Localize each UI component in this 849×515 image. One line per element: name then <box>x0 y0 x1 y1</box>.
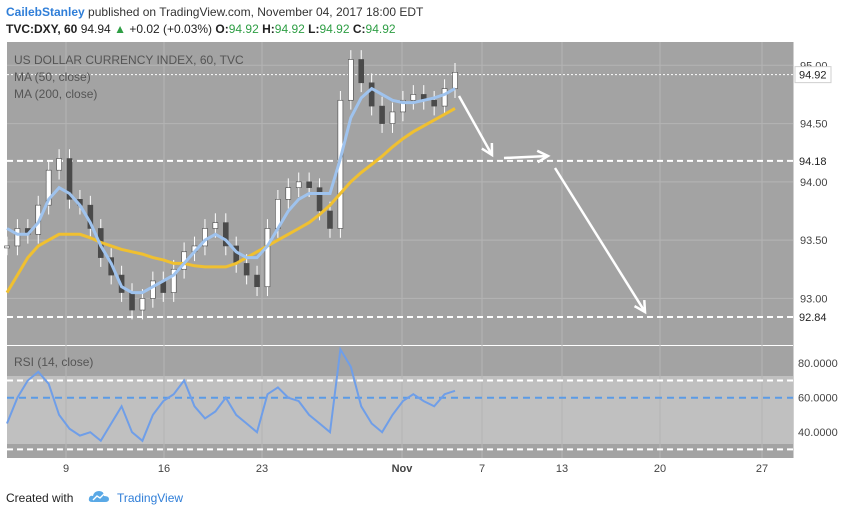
low-label: L: <box>308 22 320 36</box>
candle-body <box>379 105 385 124</box>
candle-body <box>150 280 156 299</box>
candle-body <box>14 228 21 247</box>
tradingview-brand-link[interactable]: TradingView <box>117 491 184 505</box>
ma50-legend: MA (50, close) <box>14 70 91 84</box>
low-value: 94.92 <box>319 22 350 36</box>
price-badge <box>794 66 832 84</box>
rsi-line <box>6 346 456 443</box>
candle-body <box>368 82 375 107</box>
chart-area[interactable]: US DOLLAR CURRENCY INDEX, 60, TVC MA (50… <box>0 40 849 480</box>
published-text: published on TradingView.com, November 0… <box>88 5 424 19</box>
price-badge-label: 94.18 <box>799 156 827 168</box>
quote-line: TVC:DXY, 60 94.94 ▲ +0.02 (+0.03%) O:94.… <box>6 22 396 36</box>
open-label: O: <box>215 22 229 36</box>
candle-body <box>306 181 312 188</box>
footer: Created with TradingView <box>0 482 849 515</box>
candle-body <box>243 263 250 276</box>
time-axis[interactable]: 9 16 23 Nov 7 13 20 27 <box>63 463 768 475</box>
price-badge <box>794 152 832 170</box>
arrow-head <box>633 299 647 315</box>
arrow-head <box>536 149 551 164</box>
rsi-tick-label: 60.0000 <box>798 393 838 405</box>
price-badge-label: 94.92 <box>799 70 827 82</box>
price-tick-label: 93.00 <box>800 293 828 305</box>
candle-body <box>295 181 302 188</box>
arrow-line <box>553 167 647 313</box>
time-tick-label: 9 <box>63 463 69 475</box>
candle-body <box>222 222 229 247</box>
gridlines <box>7 42 793 458</box>
candle-body <box>212 222 219 229</box>
candle-body <box>170 268 177 293</box>
time-tick-label: 13 <box>556 463 568 475</box>
candle-body <box>348 59 354 101</box>
candle-body <box>441 88 448 107</box>
price-tick-label: 93.50 <box>800 235 828 247</box>
rsi-tick-label: 80.0000 <box>798 358 838 370</box>
candle-body <box>452 71 458 89</box>
candle-body <box>400 99 406 113</box>
candle-body <box>56 158 62 171</box>
close-value: 94.92 <box>365 22 396 36</box>
tradingview-cloud-icon[interactable] <box>88 488 110 504</box>
chart-svg[interactable]: US DOLLAR CURRENCY INDEX, 60, TVC MA (50… <box>0 40 849 480</box>
time-tick-label: 7 <box>479 463 485 475</box>
candle-body <box>129 292 135 311</box>
price-badge <box>794 308 832 326</box>
candle-body <box>66 158 73 200</box>
time-tick-label: 27 <box>756 463 768 475</box>
arrow-head <box>481 142 494 158</box>
up-arrow-icon: ▲ <box>114 22 126 36</box>
high-label: H: <box>262 22 275 36</box>
time-tick-label: Nov <box>392 463 414 475</box>
price-tick-label: 94.50 <box>800 119 828 131</box>
rsi-axis[interactable]: 80.0000 60.0000 40.0000 <box>798 358 838 439</box>
candle-body <box>358 59 365 84</box>
close-label: C: <box>352 22 366 36</box>
time-tick-label: 16 <box>158 463 170 475</box>
author-link[interactable]: CailebStanley <box>6 5 85 19</box>
horizontal-levels <box>7 74 793 451</box>
last-price: 94.94 <box>80 22 111 36</box>
ma200-line <box>5 107 456 294</box>
candle-body <box>327 210 333 229</box>
ma200-legend: MA (200, close) <box>14 87 97 101</box>
open-value: 94.92 <box>228 22 259 36</box>
arrow-line <box>503 154 549 160</box>
price-panel[interactable] <box>7 42 793 345</box>
time-tick-label: 23 <box>256 463 268 475</box>
candle-body <box>45 169 52 206</box>
symbol-label: TVC:DXY, 60 <box>6 22 78 36</box>
arrow-line <box>457 95 494 156</box>
high-value: 94.92 <box>274 22 305 36</box>
price-change: +0.02 (+0.03%) <box>129 22 213 36</box>
price-tick-label: 94.00 <box>800 177 828 189</box>
created-with-label: Created with <box>6 491 74 505</box>
chart-title: US DOLLAR CURRENCY INDEX, 60, TVC <box>14 53 244 67</box>
ma50-line <box>6 86 456 295</box>
candle-body <box>389 111 396 124</box>
candle-body <box>316 187 323 212</box>
candle-body <box>139 298 146 311</box>
rsi-tick-label: 40.0000 <box>798 427 838 439</box>
candle-body <box>4 245 10 249</box>
header: CailebStanley published on TradingView.c… <box>0 0 849 40</box>
publish-line: CailebStanley published on TradingView.c… <box>6 5 423 19</box>
price-badge-label: 92.84 <box>799 312 827 324</box>
time-tick-label: 20 <box>654 463 666 475</box>
candle-body <box>431 99 437 107</box>
rsi-band <box>7 376 793 444</box>
candle-body <box>254 274 260 288</box>
rsi-legend: RSI (14, close) <box>14 355 93 369</box>
candle-body <box>285 187 292 200</box>
drawn-arrows <box>457 95 647 315</box>
candle-body <box>410 94 417 101</box>
candle-body <box>264 228 271 288</box>
